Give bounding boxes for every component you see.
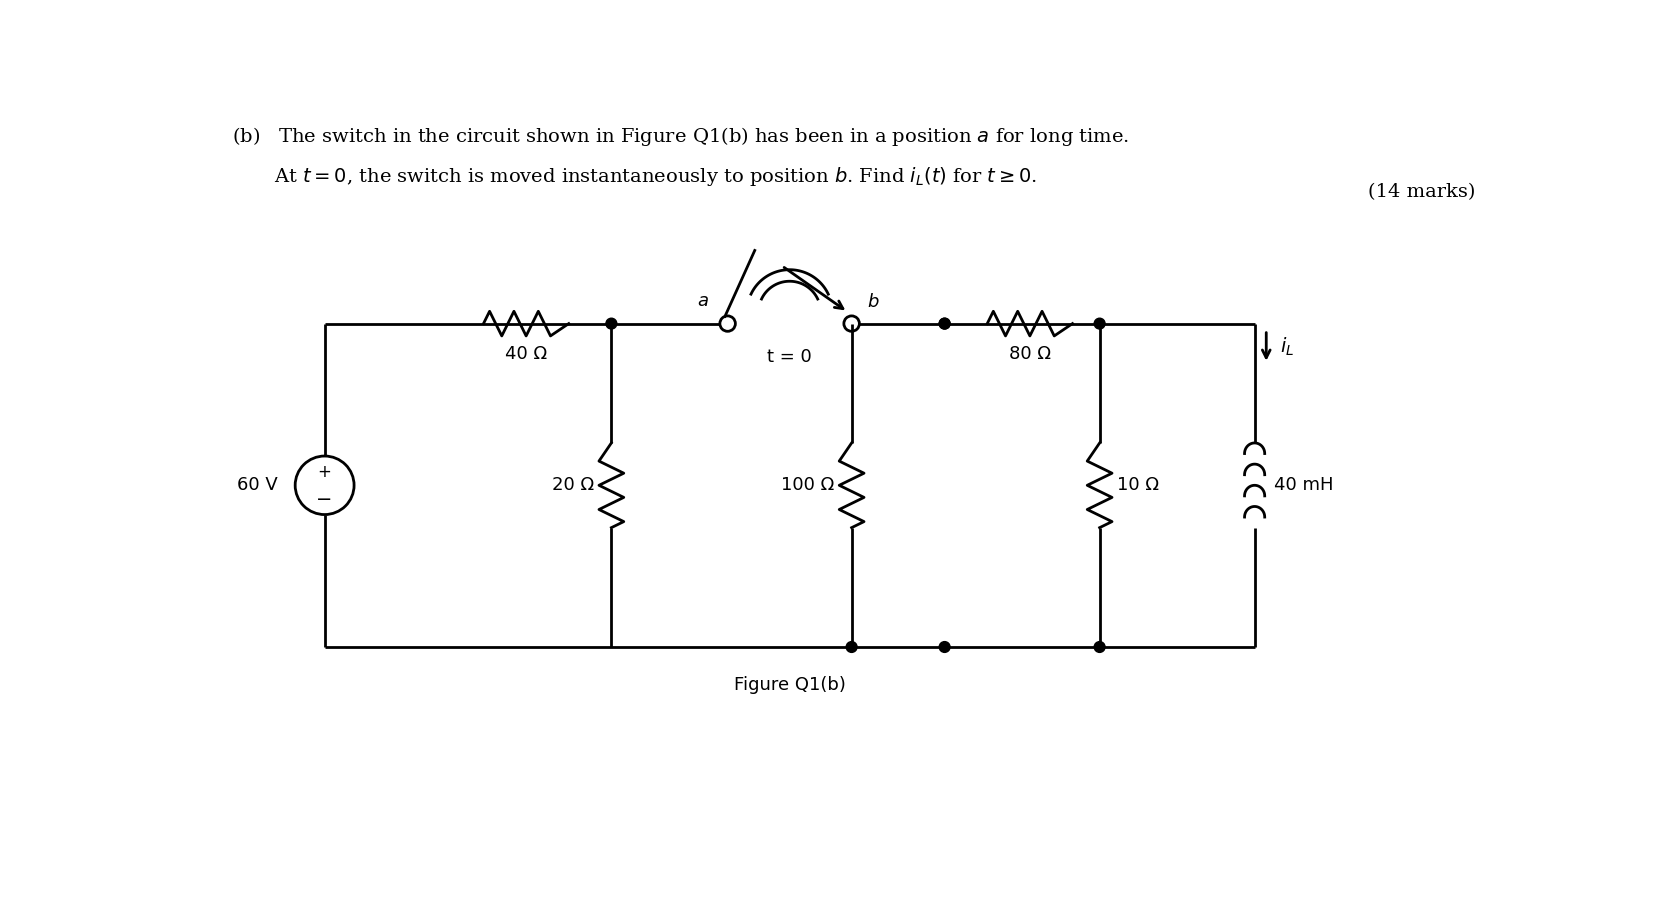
- Text: b: b: [867, 293, 879, 311]
- Circle shape: [1094, 642, 1105, 652]
- Text: −: −: [317, 491, 333, 509]
- Circle shape: [847, 642, 857, 652]
- Text: Figure Q1(b): Figure Q1(b): [733, 676, 845, 694]
- Text: 80 Ω: 80 Ω: [1009, 346, 1050, 364]
- Text: 20 Ω: 20 Ω: [552, 476, 595, 494]
- Text: t = 0: t = 0: [767, 348, 812, 366]
- Circle shape: [939, 319, 950, 329]
- Text: $i_L$: $i_L$: [1280, 336, 1294, 358]
- Text: At $t = 0$, the switch is moved instantaneously to position $b$. Find $i_L(t)$ f: At $t = 0$, the switch is moved instanta…: [275, 165, 1037, 188]
- Text: 10 Ω: 10 Ω: [1117, 476, 1159, 494]
- Circle shape: [939, 642, 950, 652]
- Text: +: +: [318, 464, 332, 482]
- Text: (b)   The switch in the circuit shown in Figure Q1(b) has been in a position $a$: (b) The switch in the circuit shown in F…: [232, 125, 1129, 148]
- Circle shape: [605, 319, 617, 329]
- Text: 60 V: 60 V: [237, 476, 278, 494]
- Text: a: a: [697, 292, 708, 310]
- Text: 100 Ω: 100 Ω: [782, 476, 835, 494]
- Text: 40 mH: 40 mH: [1274, 476, 1334, 494]
- Text: 40 Ω: 40 Ω: [505, 346, 547, 364]
- Circle shape: [1094, 319, 1105, 329]
- Circle shape: [939, 319, 950, 329]
- Text: (14 marks): (14 marks): [1369, 183, 1475, 201]
